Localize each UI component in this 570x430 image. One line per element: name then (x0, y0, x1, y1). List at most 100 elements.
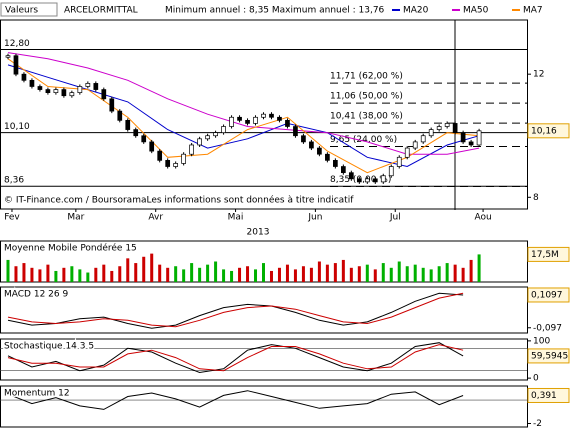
year-range: Minimum annuel : 8,35 Maximum annuel : 1… (165, 6, 385, 16)
volume-bar (262, 263, 265, 282)
value-box (527, 387, 570, 403)
volume-bar (301, 266, 305, 282)
volume-bar (405, 266, 409, 282)
candle (189, 144, 194, 155)
candle (109, 98, 115, 112)
value-box-label: 0,1097 (531, 290, 563, 300)
candle (372, 178, 378, 183)
volume-bar (70, 266, 74, 282)
candle (476, 130, 482, 146)
volume-bar (293, 269, 297, 282)
volume-bar (206, 264, 210, 282)
candle (181, 153, 187, 164)
volume-bar (30, 267, 34, 282)
volume-bar (22, 263, 26, 282)
level-label: 12,80 (4, 39, 30, 49)
candle (37, 86, 43, 90)
volume-bar (94, 267, 98, 282)
x-tick-label: Mar (67, 213, 84, 223)
y-tick-label: -0,097 (533, 323, 562, 333)
candle (325, 153, 330, 161)
candle (277, 116, 282, 121)
candle (141, 135, 147, 143)
volume-bar (214, 261, 218, 282)
candle (29, 79, 35, 87)
volume-bar (397, 261, 401, 282)
candle (101, 89, 107, 100)
candle (293, 126, 298, 137)
candle (229, 116, 234, 127)
candle (117, 110, 123, 121)
volume-bar (158, 264, 162, 282)
candle (69, 92, 75, 97)
volume-bar (198, 267, 202, 282)
value-box (527, 123, 570, 139)
volume-bar (190, 263, 194, 282)
candle (452, 123, 458, 134)
value-box-label: 10,16 (531, 126, 557, 136)
candle (85, 83, 91, 87)
volume-bar (477, 254, 481, 282)
volume-bar (78, 269, 82, 282)
candle (340, 166, 346, 174)
candle (213, 132, 218, 137)
candle (221, 126, 226, 134)
panel-frame (0, 286, 528, 334)
volume-bar (421, 267, 425, 282)
volume-bar (62, 267, 66, 282)
volume-bar (349, 267, 353, 282)
candle (444, 123, 450, 127)
volume-bar (437, 266, 441, 282)
volume-bar (333, 263, 337, 282)
candle (436, 126, 442, 130)
value-box-label: 0,391 (531, 391, 557, 401)
candle (149, 141, 155, 152)
level-label: 10,10 (4, 122, 30, 132)
value-box-label: 17,5M (531, 250, 559, 260)
candle (317, 147, 322, 155)
indicator-line (7, 292, 464, 328)
x-tick-label: Aou (474, 213, 491, 223)
fib-label: 11,06 (50,00 %) (330, 92, 403, 102)
volume-bar (238, 267, 242, 282)
candle (269, 113, 274, 118)
x-tick-label: Fev (4, 213, 20, 223)
volume-bar (6, 259, 10, 282)
y-tick-label: 12 (533, 70, 544, 80)
volume-bar (357, 266, 361, 282)
candle (356, 178, 362, 183)
value-box (527, 246, 570, 262)
candle (412, 141, 418, 149)
volume-bar (46, 264, 50, 282)
x-tick-label: Avr (148, 213, 163, 223)
volume-bar (126, 258, 130, 282)
volume-bar (134, 263, 138, 282)
volume-bar (182, 269, 186, 282)
volume-bar (445, 263, 449, 282)
value-box-label: 59,5945 (531, 351, 568, 361)
indicator-line (7, 292, 464, 329)
candle (61, 89, 67, 97)
candle (165, 160, 171, 167)
candle (245, 119, 250, 124)
candle (53, 89, 59, 93)
volume-bar (325, 264, 329, 282)
indicator-line (7, 344, 464, 372)
candle (45, 89, 51, 93)
candle (93, 83, 99, 90)
panel-title: Momentum 12 (4, 389, 70, 399)
y-tick-label: 0 (533, 374, 539, 384)
volume-bar (413, 264, 417, 282)
value-box (527, 348, 570, 364)
volume-bar (453, 264, 457, 282)
candle (77, 86, 83, 93)
fib-label: 11,71 (62,00 %) (330, 72, 403, 82)
candle (348, 172, 354, 180)
y-tick-label: 8 (533, 193, 539, 203)
panel-title: Moyenne Mobile Pondérée 15 (4, 243, 137, 254)
volume-bar (317, 261, 321, 282)
indicator-line (7, 342, 464, 374)
volume-bar (285, 264, 289, 282)
